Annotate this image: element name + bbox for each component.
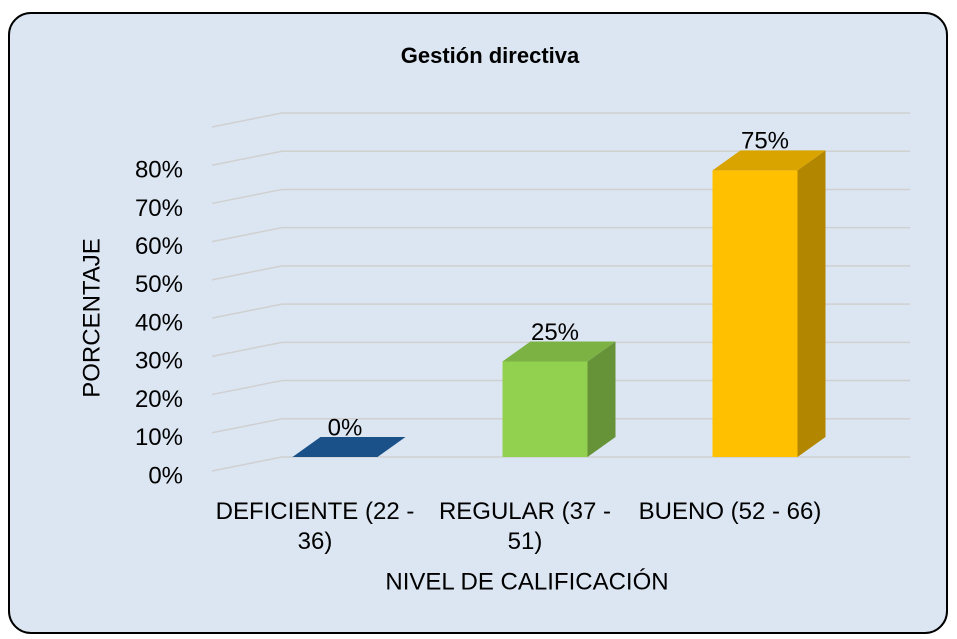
- bar-top: [292, 437, 406, 457]
- grid-line: [211, 379, 283, 396]
- value-label: 75%: [741, 128, 789, 155]
- y-tick-label: 80%: [135, 157, 183, 184]
- y-tick-label: 40%: [135, 309, 183, 336]
- y-tick-label: 20%: [135, 386, 183, 413]
- bar-top: [502, 341, 616, 362]
- chart-frame: [8, 12, 948, 634]
- bar-top: [712, 150, 826, 171]
- chart-title: Gestión directiva: [401, 43, 580, 68]
- bar-side: [797, 150, 826, 458]
- value-label: 25%: [531, 319, 579, 346]
- grid-line: [211, 226, 283, 243]
- grid-line: [211, 188, 283, 205]
- y-axis-title: PORCENTAJE: [78, 238, 105, 398]
- y-tick-label: 50%: [135, 271, 183, 298]
- x-tick-label: REGULAR (37 - 51): [438, 498, 612, 555]
- x-tick-label: BUENO (52 - 66): [638, 498, 822, 525]
- y-tick-label: 10%: [135, 424, 183, 451]
- bar-side: [587, 341, 616, 457]
- bar-front: [502, 361, 588, 457]
- y-tick-label: 60%: [135, 233, 183, 260]
- grid-line: [211, 341, 283, 358]
- y-tick-label: 0%: [148, 462, 183, 489]
- grid-line: [211, 456, 283, 472]
- grid-line: [211, 112, 283, 128]
- x-tick-label: DEFICIENTE (22 - 36): [215, 498, 415, 555]
- y-tick-label: 30%: [135, 348, 183, 375]
- grid-line: [211, 150, 283, 166]
- bar-front: [712, 170, 798, 458]
- grid-line: [211, 265, 283, 281]
- y-tick-label: 70%: [135, 195, 183, 222]
- value-label: 0%: [328, 414, 363, 441]
- x-axis-title: NIVEL DE CALIFICACIÓN: [385, 568, 668, 595]
- grid-line: [211, 303, 283, 319]
- grid-line: [211, 418, 283, 434]
